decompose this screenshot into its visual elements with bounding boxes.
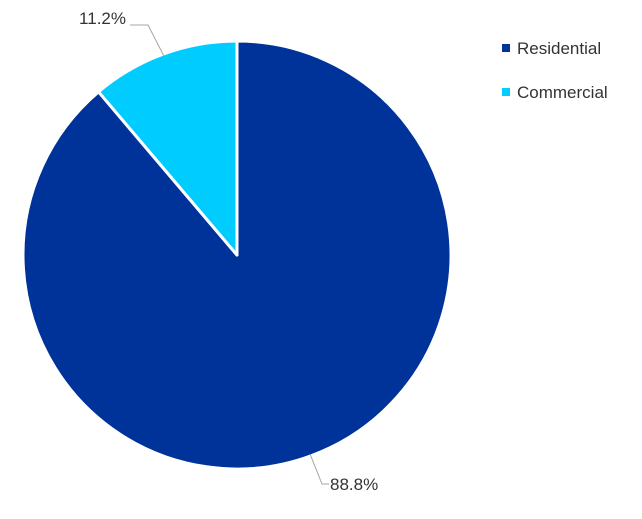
legend: Residential Commercial: [502, 39, 608, 102]
leader-line-residential: [309, 453, 329, 485]
data-label-residential: 88.8%: [330, 475, 378, 494]
leader-lines: [130, 24, 329, 485]
legend-swatch-residential: [502, 44, 510, 52]
legend-label-commercial: Commercial: [517, 83, 608, 102]
legend-swatch-commercial: [502, 88, 510, 96]
pie-slices: [21, 39, 453, 471]
legend-label-residential: Residential: [517, 39, 601, 58]
leader-line-commercial: [130, 24, 165, 57]
legend-item-residential[interactable]: Residential: [502, 39, 601, 58]
data-label-commercial: 11.2%: [79, 9, 126, 28]
legend-item-commercial[interactable]: Commercial: [502, 83, 608, 102]
